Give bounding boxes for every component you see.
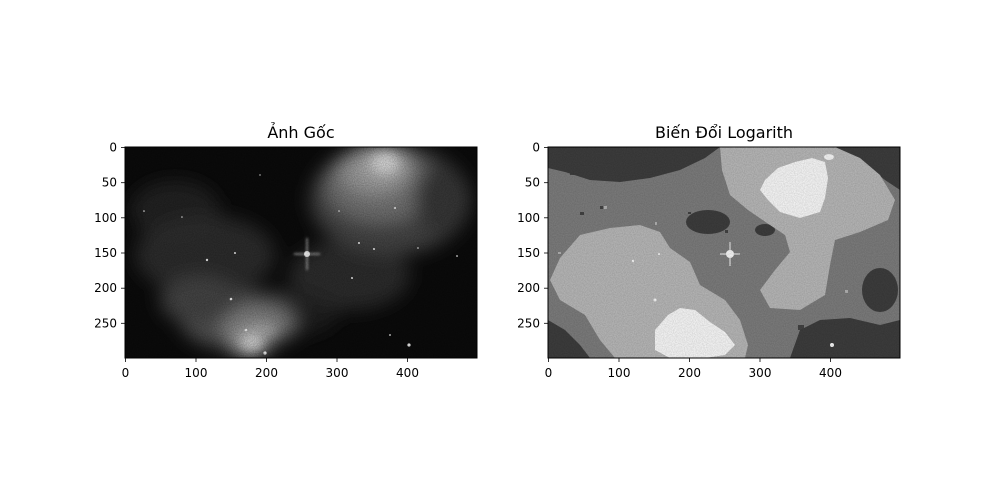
panel-original: Ảnh Gốc: [94, 122, 478, 380]
x-tick-label: 400: [396, 366, 419, 380]
x-axis-log: [548, 358, 831, 362]
x-tick-label: 100: [608, 366, 631, 380]
y-axis-original: [121, 147, 125, 324]
x-tick-label: 100: [185, 366, 208, 380]
x-tick-label: 0: [545, 366, 553, 380]
panel-log-transform: Biến Đổi Logarith: [517, 123, 901, 380]
y-tick-label: 250: [517, 316, 540, 330]
x-tick-label: 300: [749, 366, 772, 380]
x-tick-label: 300: [326, 366, 349, 380]
x-tick-label: 400: [819, 366, 842, 380]
y-tick-label: 0: [109, 141, 117, 155]
x-tick-label: 0: [122, 366, 130, 380]
y-tick-label: 200: [94, 281, 117, 295]
image-original: [125, 147, 477, 358]
axes-frame-log: [547, 146, 901, 359]
y-tick-label: 100: [94, 211, 117, 225]
y-tick-label: 200: [517, 281, 540, 295]
axes-frame-original: [124, 146, 478, 359]
x-tick-label: 200: [255, 366, 278, 380]
x-axis-original: [125, 358, 408, 362]
y-tick-label: 50: [525, 176, 540, 190]
y-tick-label: 50: [102, 176, 117, 190]
chart-title-original: Ảnh Gốc: [267, 122, 334, 142]
image-log-transform: [548, 147, 900, 358]
y-tick-label: 100: [517, 211, 540, 225]
y-tick-label: 0: [532, 141, 540, 155]
y-axis-log: [544, 147, 548, 324]
x-tick-label: 200: [678, 366, 701, 380]
y-tick-label: 250: [94, 316, 117, 330]
chart-title-log: Biến Đổi Logarith: [655, 123, 793, 142]
y-tick-label: 150: [94, 246, 117, 260]
y-tick-label: 150: [517, 246, 540, 260]
